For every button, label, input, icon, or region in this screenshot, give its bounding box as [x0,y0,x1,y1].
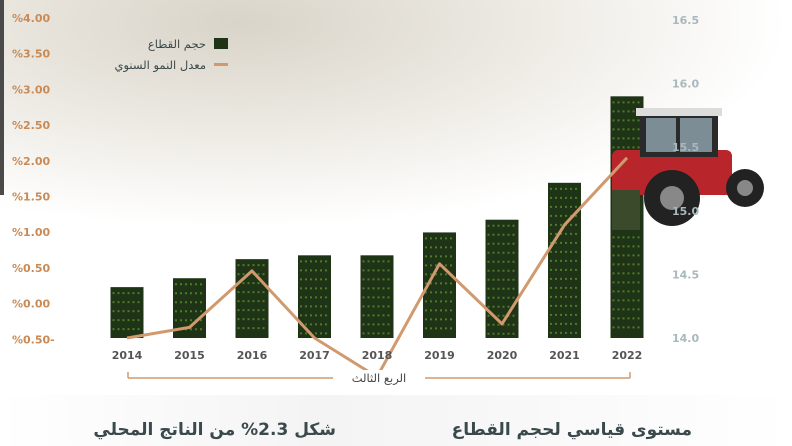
bracket-label: الربع الثالث [352,371,407,386]
left-tick-label: %0.50- [12,333,55,346]
right-tick-label: 15.0 [672,205,699,218]
left-tick-label: %0.50 [12,262,51,275]
footer-band [0,395,792,446]
left-tick-label: %2.00 [12,155,51,168]
x-tick-2014: 2014 [112,349,143,362]
left-tick-label: %3.00 [12,83,51,96]
left-tick-label: %4.00 [12,12,51,25]
legend-bar-swatch [214,38,228,49]
x-tick-2018: 2018 [362,349,393,362]
x-tick-2021: 2021 [549,349,580,362]
x-tick-2020: 2020 [487,349,518,362]
bracket-label-bg [333,370,425,386]
x-tick-2016: 2016 [237,349,268,362]
x-tick-2022: 2022 [612,349,643,362]
legend: حجم القطاع معدل النمو السنوي [114,37,228,73]
x-tick-2017: 2017 [299,349,330,362]
left-tick-label: %0.00 [12,298,51,311]
left-axis-ticks: %4.00 %3.50 %3.00 %2.50 %2.00 %1.50 %1.00 %0.50… [12,12,55,346]
x-tick-2019: 2019 [424,349,455,362]
headline-gdp-share: شكل 2.3% من الناتج المحلي [93,420,336,440]
bars-group [110,96,644,338]
x-axis-ticks: 2014 2015 2016 2017 2018 2019 2020 2021 2022 [112,349,643,362]
right-tick-label: 14.0 [672,332,699,345]
legend-bar-label: حجم القطاع [148,37,206,51]
left-edge-bar [0,0,4,195]
headline-record-level: مستوى قياسي لحجم القطاع [451,420,692,440]
left-tick-label: %1.00 [12,226,51,239]
right-tick-label: 15.5 [672,141,699,154]
legend-line-swatch [214,63,228,66]
bar-2014 [110,287,144,338]
tractor-icon [612,108,764,230]
x-tick-2015: 2015 [174,349,205,362]
left-tick-label: %2.50 [12,119,51,132]
right-tick-label: 14.5 [672,268,699,281]
right-axis-ticks: 16.5 16.0 15.5 15.0 14.5 14.0 [672,14,699,345]
right-tick-label: 16.5 [672,14,699,27]
left-tick-label: %3.50 [12,48,51,61]
right-tick-label: 16.0 [672,78,699,91]
legend-line-label: معدل النمو السنوي [114,58,206,73]
left-tick-label: %1.50 [12,191,51,204]
